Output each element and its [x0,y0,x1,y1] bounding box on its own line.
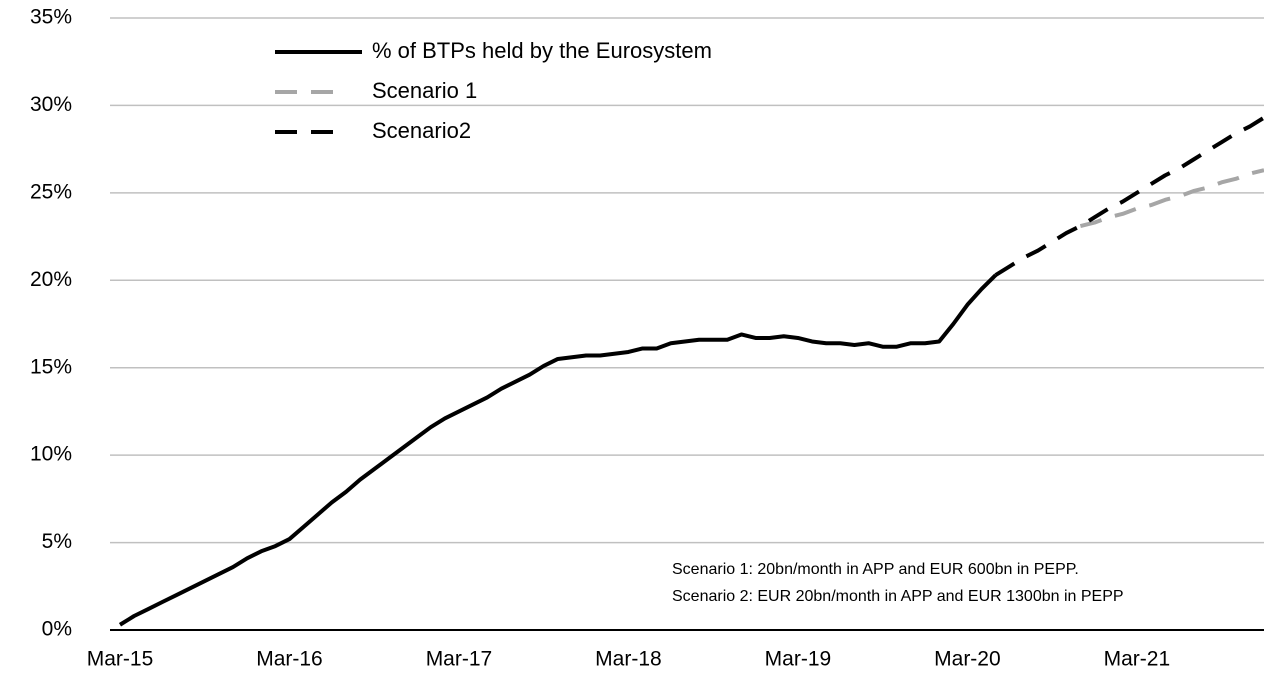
x-tick-label: Mar-20 [934,648,1001,671]
x-tick-label: Mar-19 [765,648,832,671]
y-tick-label: 15% [30,355,72,378]
legend-label: % of BTPs held by the Eurosystem [372,38,712,63]
x-tick-label: Mar-21 [1104,648,1171,671]
y-tick-label: 25% [30,180,72,203]
x-tick-label: Mar-18 [595,648,662,671]
series-line [1079,168,1264,229]
x-tick-label: Mar-16 [256,648,323,671]
x-tick-label: Mar-15 [87,648,154,671]
y-tick-label: 5% [42,530,72,553]
series-line [994,115,1264,277]
y-tick-label: 35% [30,6,72,29]
annotation: Scenario 2: EUR 20bn/month in APP and EU… [672,588,1124,605]
y-tick-label: 10% [30,443,72,466]
annotation: Scenario 1: 20bn/month in APP and EUR 60… [672,561,1079,578]
y-tick-label: 0% [42,618,72,641]
legend-label: Scenario 1 [372,78,477,103]
legend-label: Scenario2 [372,118,471,143]
y-tick-label: 20% [30,268,72,291]
x-tick-label: Mar-17 [426,648,493,671]
series-line [118,273,998,627]
y-tick-label: 30% [30,93,72,116]
